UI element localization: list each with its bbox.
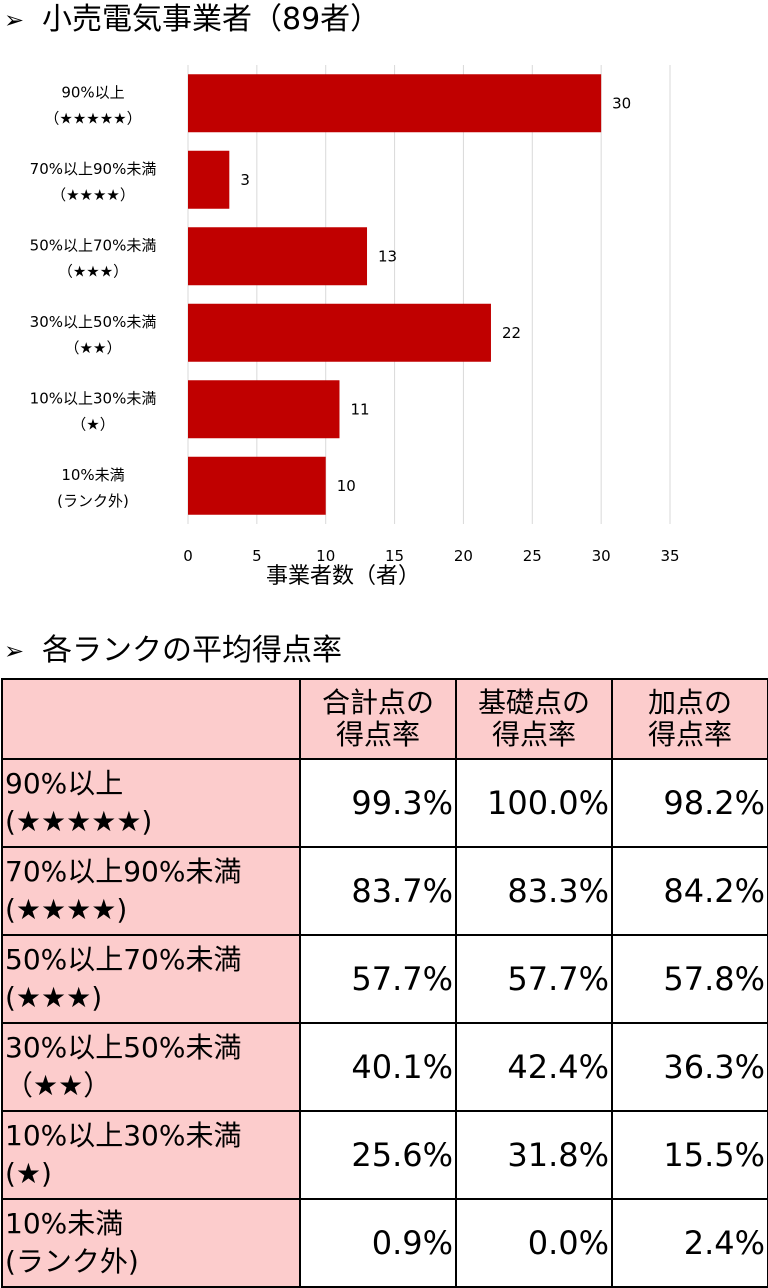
header-line: 加点の (647, 686, 732, 719)
data-label: 30 (612, 94, 631, 112)
table-heading-title: 各ランクの平均得点率 (42, 633, 342, 668)
score-table: 合計点の 得点率 基礎点の 得点率 加点の 得点率 90%以上 (★★★★★) … (1, 678, 768, 1288)
bar (188, 150, 230, 209)
basic-rate-cell: 0.0% (455, 1198, 613, 1288)
row-label-line: 90%以上 (5, 767, 124, 800)
category-label: （★） (71, 415, 114, 433)
category-labels: 90%以上 （★★★★★） 70%以上90%未満 （★★★★） 50%以上70%未満 （★… (30, 83, 157, 510)
x-axis-title: 事業者数（者） (266, 564, 420, 589)
chart-heading: ➢ 小売電気事業者（89者） (4, 2, 380, 38)
basic-rate-cell: 100.0% (455, 758, 613, 848)
total-rate-cell: 0.9% (299, 1198, 457, 1288)
grid-lines (187, 65, 671, 524)
x-tick-labels: 0 5 10 15 20 25 30 35 (183, 547, 679, 565)
x-tick-label: 30 (592, 547, 611, 565)
category-label: 30%以上50%未満 (30, 313, 157, 331)
bonus-rate-cell: 57.8% (611, 934, 768, 1024)
arrow-bullet-icon: ➢ (4, 637, 25, 665)
row-label-line: 30%以上50%未満 (5, 1031, 242, 1064)
bar-chart: 90%以上 （★★★★★） 70%以上90%未満 （★★★★） 50%以上70%未満 （★… (30, 65, 680, 589)
row-label-line: (★★★★) (5, 893, 128, 926)
total-rate-cell: 83.7% (299, 846, 457, 936)
x-tick-label: 35 (660, 547, 679, 565)
basic-rate-cell: 42.4% (455, 1022, 613, 1112)
bar (188, 456, 326, 515)
row-label-line: 50%以上70%未満 (5, 943, 242, 976)
header-line: 得点率 (335, 718, 420, 751)
category-label: 50%以上70%未満 (30, 236, 157, 254)
row-label-line: 10%以上30%未満 (5, 1119, 242, 1152)
table-row: 70%以上90%未満 (★★★★) 83.7% 83.3% 84.2% (1, 846, 768, 936)
data-label: 13 (378, 247, 397, 265)
basic-rate-cell: 83.3% (455, 846, 613, 936)
row-label: 10%以上30%未満 (★) (1, 1110, 301, 1200)
x-tick-label: 0 (183, 547, 193, 565)
category-label: 70%以上90%未満 (30, 160, 157, 178)
bonus-rate-cell: 15.5% (611, 1110, 768, 1200)
header-line: 合計点の (321, 686, 434, 719)
data-label: 22 (502, 324, 521, 342)
table-header-row: 合計点の 得点率 基礎点の 得点率 加点の 得点率 (1, 678, 768, 760)
bonus-rate-cell: 2.4% (611, 1198, 768, 1288)
x-tick-label: 10 (316, 547, 335, 565)
basic-rate-cell: 31.8% (455, 1110, 613, 1200)
bar (188, 380, 340, 439)
row-label-line: (★★★★★) (5, 805, 153, 838)
total-rate-cell: 40.1% (299, 1022, 457, 1112)
data-labels: 30 3 13 22 11 10 (240, 94, 631, 495)
total-rate-cell: 99.3% (299, 758, 457, 848)
header-bonus-rate: 加点の 得点率 (611, 678, 768, 760)
chart-heading-title: 小売電気事業者（89者） (42, 2, 381, 37)
x-tick-label: 5 (252, 547, 262, 565)
row-label-line: (★) (5, 1157, 52, 1190)
table-row: 10%以上30%未満 (★) 25.6% 31.8% 15.5% (1, 1110, 768, 1200)
row-label: 10%未満 (ランク外) (1, 1198, 301, 1288)
category-label: 90%以上 (61, 83, 124, 101)
table-row: 50%以上70%未満 (★★★) 57.7% 57.7% 57.8% (1, 934, 768, 1024)
row-label-line: (ランク外) (5, 1245, 139, 1278)
category-label: （★★★★） (51, 186, 135, 204)
table-row: 90%以上 (★★★★★) 99.3% 100.0% 98.2% (1, 758, 768, 848)
total-rate-cell: 57.7% (299, 934, 457, 1024)
x-tick-label: 25 (523, 547, 542, 565)
bonus-rate-cell: 98.2% (611, 758, 768, 848)
category-label: 10%以上30%未満 (30, 389, 157, 407)
table-corner-cell (1, 678, 301, 760)
category-label: （★★★） (58, 262, 128, 280)
arrow-bullet-icon: ➢ (4, 6, 25, 34)
row-label-line: 10%未満 (5, 1207, 124, 1240)
header-basic-rate: 基礎点の 得点率 (455, 678, 613, 760)
data-label: 3 (240, 171, 250, 189)
x-tick-label: 20 (454, 547, 473, 565)
category-label: （★★） (65, 339, 122, 357)
table-row: 10%未満 (ランク外) 0.9% 0.0% 2.4% (1, 1198, 768, 1288)
table-row: 30%以上50%未満 （★★） 40.1% 42.4% 36.3% (1, 1022, 768, 1112)
table-heading: ➢ 各ランクの平均得点率 (4, 633, 342, 669)
row-label: 90%以上 (★★★★★) (1, 758, 301, 848)
bar (188, 303, 491, 362)
row-label: 70%以上90%未満 (★★★★) (1, 846, 301, 936)
bonus-rate-cell: 36.3% (611, 1022, 768, 1112)
bars (188, 74, 602, 515)
row-label-line: （★★） (5, 1069, 112, 1102)
bonus-rate-cell: 84.2% (611, 846, 768, 936)
data-label: 10 (337, 477, 356, 495)
category-label: （★★★★★） (44, 109, 141, 127)
category-label: 10%未満 (61, 466, 124, 484)
row-label: 30%以上50%未満 （★★） (1, 1022, 301, 1112)
row-label-line: (★★★) (5, 981, 103, 1014)
row-label: 50%以上70%未満 (★★★) (1, 934, 301, 1024)
header-total-rate: 合計点の 得点率 (299, 678, 457, 760)
header-line: 得点率 (491, 718, 576, 751)
header-line: 得点率 (647, 718, 732, 751)
category-label: (ランク外) (57, 492, 129, 510)
row-label-line: 70%以上90%未満 (5, 855, 242, 888)
header-line: 基礎点の (477, 686, 590, 719)
basic-rate-cell: 57.7% (455, 934, 613, 1024)
x-tick-label: 15 (385, 547, 404, 565)
data-label: 11 (350, 400, 369, 418)
bar (188, 74, 602, 133)
bar (188, 227, 368, 286)
total-rate-cell: 25.6% (299, 1110, 457, 1200)
